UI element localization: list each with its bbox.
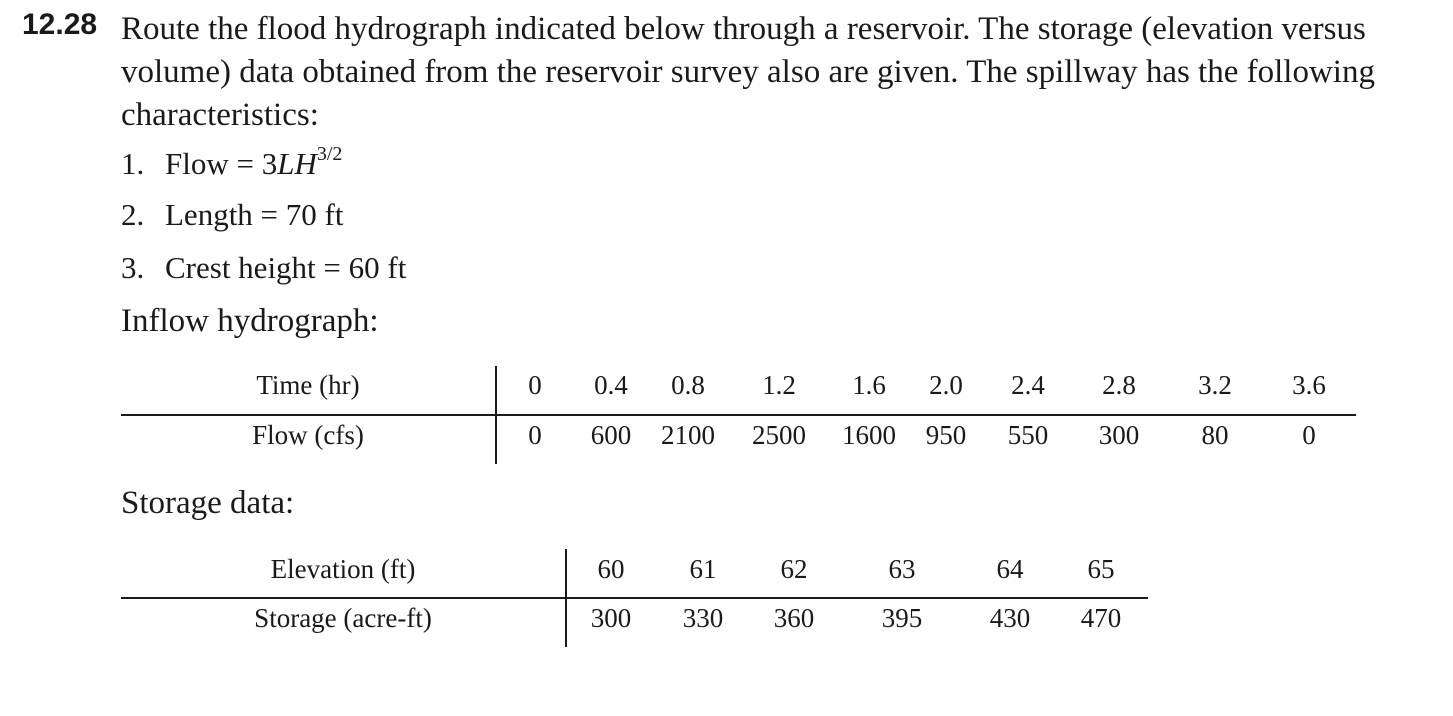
inflow-flow-cell: 950 bbox=[925, 420, 967, 450]
inflow-flow-cell: 2100 bbox=[661, 420, 715, 450]
storage-storage-cell: 300 bbox=[590, 603, 632, 633]
problem-statement: Route the flood hydrograph indicated bel… bbox=[121, 11, 1375, 133]
item-number: 2. bbox=[121, 197, 145, 232]
storage-storage-cell: 470 bbox=[1080, 603, 1122, 633]
flow-math: LH bbox=[277, 146, 317, 181]
inflow-time-cell: 2.0 bbox=[929, 370, 963, 400]
inflow-flow-cell: 300 bbox=[1098, 420, 1140, 450]
item-number: 1. bbox=[121, 146, 145, 181]
inflow-divider-horizontal bbox=[121, 414, 1356, 416]
inflow-time-cell: 0 bbox=[528, 370, 542, 400]
storage-elevation-label: Elevation (ft) bbox=[270, 554, 416, 584]
flow-prefix: Flow = 3 bbox=[165, 146, 278, 181]
inflow-flow-cell: 1600 bbox=[842, 420, 896, 450]
item-text: Crest height = 60 ft bbox=[165, 250, 407, 285]
storage-elevation-cell: 64 bbox=[996, 554, 1024, 584]
inflow-time-cell: 0.8 bbox=[671, 370, 705, 400]
storage-elevation-cell: 62 bbox=[780, 554, 808, 584]
inflow-time-cell: 2.4 bbox=[1011, 370, 1045, 400]
inflow-flow-cell: 0 bbox=[528, 420, 542, 450]
inflow-flow-cell: 2500 bbox=[752, 420, 806, 450]
storage-heading: Storage data: bbox=[121, 485, 295, 521]
storage-storage-cell: 395 bbox=[881, 603, 923, 633]
inflow-time-cell: 3.2 bbox=[1198, 370, 1232, 400]
storage-elevation-cell: 61 bbox=[689, 554, 717, 584]
characteristic-item-length: 2. Length = 70 ft bbox=[121, 197, 343, 233]
inflow-time-cell: 3.6 bbox=[1292, 370, 1326, 400]
storage-elevation-cell: 65 bbox=[1087, 554, 1115, 584]
characteristic-item-flow: 1. Flow = 3LH3/2 bbox=[121, 143, 342, 182]
inflow-time-cell: 2.8 bbox=[1102, 370, 1136, 400]
inflow-time-cell: 0.4 bbox=[594, 370, 628, 400]
inflow-flow-cell: 0 bbox=[1302, 420, 1316, 450]
problem-number: 12.28 bbox=[22, 8, 98, 41]
inflow-time-label: Time (hr) bbox=[256, 370, 360, 400]
inflow-flow-cell: 80 bbox=[1201, 420, 1229, 450]
storage-storage-label: Storage (acre-ft) bbox=[254, 603, 432, 633]
storage-divider-horizontal bbox=[121, 597, 1148, 599]
inflow-heading: Inflow hydrograph: bbox=[121, 303, 379, 339]
characteristic-item-crest: 3. Crest height = 60 ft bbox=[121, 250, 406, 286]
storage-elevation-cell: 63 bbox=[888, 554, 916, 584]
storage-storage-cell: 360 bbox=[773, 603, 815, 633]
inflow-time-cell: 1.6 bbox=[852, 370, 886, 400]
flow-exponent: 3/2 bbox=[316, 143, 343, 165]
item-text: Length = 70 ft bbox=[165, 197, 344, 232]
storage-storage-cell: 330 bbox=[682, 603, 724, 633]
item-number: 3. bbox=[121, 250, 145, 285]
storage-storage-cell: 430 bbox=[989, 603, 1031, 633]
inflow-flow-cell: 600 bbox=[590, 420, 632, 450]
inflow-time-cell: 1.2 bbox=[762, 370, 796, 400]
inflow-flow-label: Flow (cfs) bbox=[252, 420, 364, 450]
inflow-flow-cell: 550 bbox=[1007, 420, 1049, 450]
storage-elevation-cell: 60 bbox=[597, 554, 625, 584]
